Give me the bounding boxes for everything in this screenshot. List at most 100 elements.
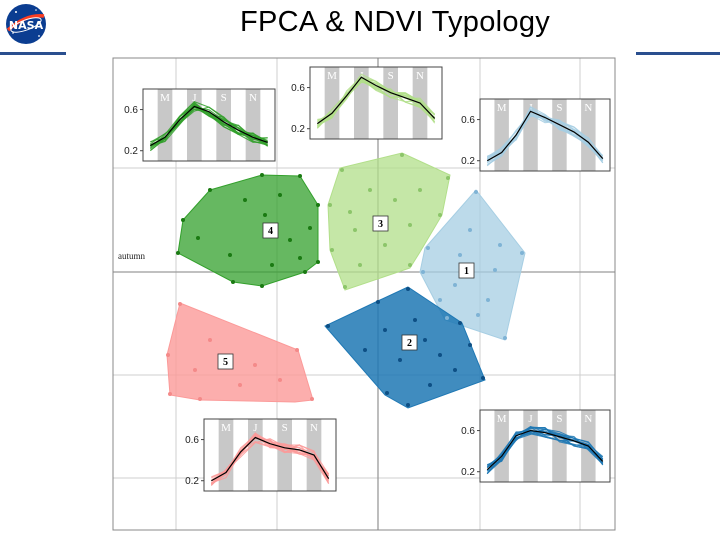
point	[438, 353, 442, 357]
title-rule-left	[0, 52, 66, 55]
inset-mean-line	[150, 105, 268, 147]
inset-month-band	[245, 89, 261, 161]
inset-month-label: S	[556, 413, 562, 425]
point	[278, 193, 282, 197]
inset-frame	[479, 409, 611, 483]
inset-month-label: J	[239, 422, 244, 434]
inset-trace	[211, 434, 330, 485]
point	[303, 270, 307, 274]
inset-month-label: S	[556, 102, 562, 114]
point	[298, 256, 302, 260]
point	[474, 190, 478, 194]
side-label-autumn: autumn	[118, 251, 145, 261]
ndvi-inset-cluster-5: A M J J A S O N D0.60.2	[185, 418, 337, 492]
inset-frame	[142, 88, 276, 162]
inset-month-label: O	[295, 422, 303, 434]
point	[198, 397, 202, 401]
cluster-label-box-3	[372, 215, 389, 232]
inset-month-label: D	[599, 413, 607, 425]
point	[181, 218, 185, 222]
point	[295, 348, 299, 352]
inset-month-label: D	[325, 422, 333, 434]
point	[328, 203, 332, 207]
inset-y-tick-label: 0.2	[291, 124, 305, 135]
inset-trace	[149, 101, 268, 149]
inset-month-label: A	[541, 413, 549, 425]
point	[458, 253, 462, 257]
point	[393, 198, 397, 202]
point	[438, 298, 442, 302]
point	[368, 188, 372, 192]
inset-y-tick-label: 0.2	[124, 146, 138, 157]
cluster-label-box-5	[217, 353, 234, 370]
cluster-label-1: 1	[464, 266, 469, 277]
point	[376, 300, 380, 304]
inset-trace	[317, 79, 436, 126]
point	[353, 228, 357, 232]
cluster-points-4	[176, 173, 320, 288]
inset-month-label: O	[401, 70, 409, 82]
point	[260, 284, 264, 288]
point	[340, 168, 344, 172]
inset-month-label: A	[207, 422, 215, 434]
point	[503, 336, 507, 340]
inset-month-label: J	[514, 413, 519, 425]
inset-month-label: J	[528, 413, 533, 425]
point	[263, 213, 267, 217]
ndvi-profile-insets: A M J J A S O N D0.60.2A M J J A S O N D0.60.2A M J J A S O N D0…	[124, 66, 611, 492]
inset-month-label: N	[584, 102, 592, 114]
point	[423, 338, 427, 342]
cluster-hull-4	[177, 174, 319, 287]
point	[260, 173, 264, 177]
point	[383, 328, 387, 332]
point	[298, 174, 302, 178]
inset-month-label: D	[431, 70, 439, 82]
inset-y-tick-label: 0.6	[124, 105, 138, 116]
inset-month-label: N	[416, 70, 424, 82]
nasa-logo-text: NASA	[9, 19, 44, 32]
point	[193, 368, 197, 372]
inset-month-label: M	[221, 422, 231, 434]
inset-month-label: M	[497, 413, 507, 425]
point	[520, 251, 524, 255]
inset-month-label: J	[345, 70, 350, 82]
inset-frame	[309, 66, 443, 140]
point	[486, 298, 490, 302]
cluster-points	[166, 153, 524, 407]
cluster-points-2	[326, 287, 485, 407]
point	[498, 243, 502, 247]
inset-month-label: D	[264, 92, 272, 104]
point	[406, 287, 410, 291]
point	[400, 153, 404, 157]
point	[453, 368, 457, 372]
inset-month-label: A	[372, 70, 380, 82]
point	[438, 213, 442, 217]
inset-month-label: J	[192, 92, 197, 104]
inset-month-label: A	[541, 102, 549, 114]
title-rule-right	[636, 52, 720, 55]
ndvi-inset-cluster-1: A M J J A S O N D0.60.2	[461, 98, 611, 172]
point	[310, 397, 314, 401]
ndvi-inset-cluster-4: A M J J A S O N D0.60.2	[124, 88, 276, 162]
inset-month-label: N	[249, 92, 257, 104]
inset-mean-line	[316, 76, 436, 125]
point	[418, 188, 422, 192]
cluster-points-5	[166, 302, 314, 401]
inset-month-label: D	[599, 102, 607, 114]
ndvi-inset-cluster-3: A M J J A S O N D0.60.2	[291, 66, 443, 140]
inset-frame	[479, 98, 611, 172]
point	[330, 248, 334, 252]
point	[445, 316, 449, 320]
inset-month-label: N	[584, 413, 592, 425]
point	[468, 228, 472, 232]
point	[398, 358, 402, 362]
point	[383, 243, 387, 247]
inset-mean-line	[486, 429, 604, 471]
point	[476, 313, 480, 317]
inset-month-label: J	[253, 422, 258, 434]
inset-month-band	[552, 99, 567, 171]
point	[196, 236, 200, 240]
point	[208, 188, 212, 192]
point	[166, 353, 170, 357]
